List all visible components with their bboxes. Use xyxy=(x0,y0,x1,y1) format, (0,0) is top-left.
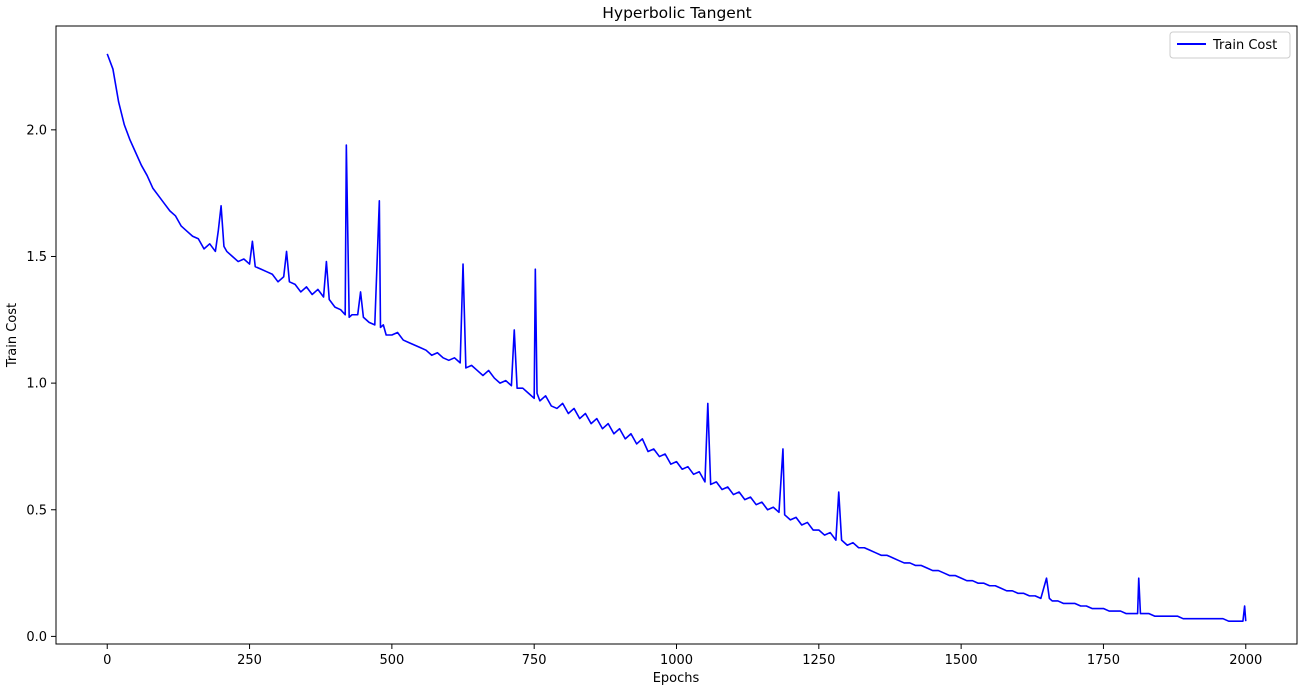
series-line-train-cost xyxy=(106,53,1247,623)
x-tick-label: 250 xyxy=(237,653,262,668)
chart-title: Hyperbolic Tangent xyxy=(602,4,751,22)
y-axis: 0.0 0.5 1.0 1.5 2.0 xyxy=(26,123,56,645)
x-tick-label: 1000 xyxy=(660,653,693,668)
x-axis: 0 250 500 750 1000 1250 1500 1750 2000 xyxy=(103,644,1262,668)
y-tick-label: 0.0 xyxy=(26,630,47,645)
x-tick-label: 750 xyxy=(522,653,547,668)
y-axis-label: Train Cost xyxy=(5,303,20,368)
y-tick-label: 1.0 xyxy=(26,377,47,392)
x-tick-label: 500 xyxy=(379,653,404,668)
y-tick-label: 0.5 xyxy=(26,503,47,518)
y-tick-label: 1.5 xyxy=(26,250,47,265)
series-layer xyxy=(106,53,1247,623)
x-tick-label: 0 xyxy=(103,653,111,668)
x-tick-label: 1500 xyxy=(945,653,978,668)
x-tick-label: 1750 xyxy=(1087,653,1120,668)
legend: Train Cost xyxy=(1169,31,1291,59)
x-axis-label: Epochs xyxy=(653,671,700,686)
y-tick-label: 2.0 xyxy=(26,123,47,138)
legend-label-train-cost: Train Cost xyxy=(1212,38,1277,53)
legend-box xyxy=(1169,31,1291,59)
x-tick-label: 1250 xyxy=(802,653,835,668)
x-tick-label: 2000 xyxy=(1229,653,1262,668)
